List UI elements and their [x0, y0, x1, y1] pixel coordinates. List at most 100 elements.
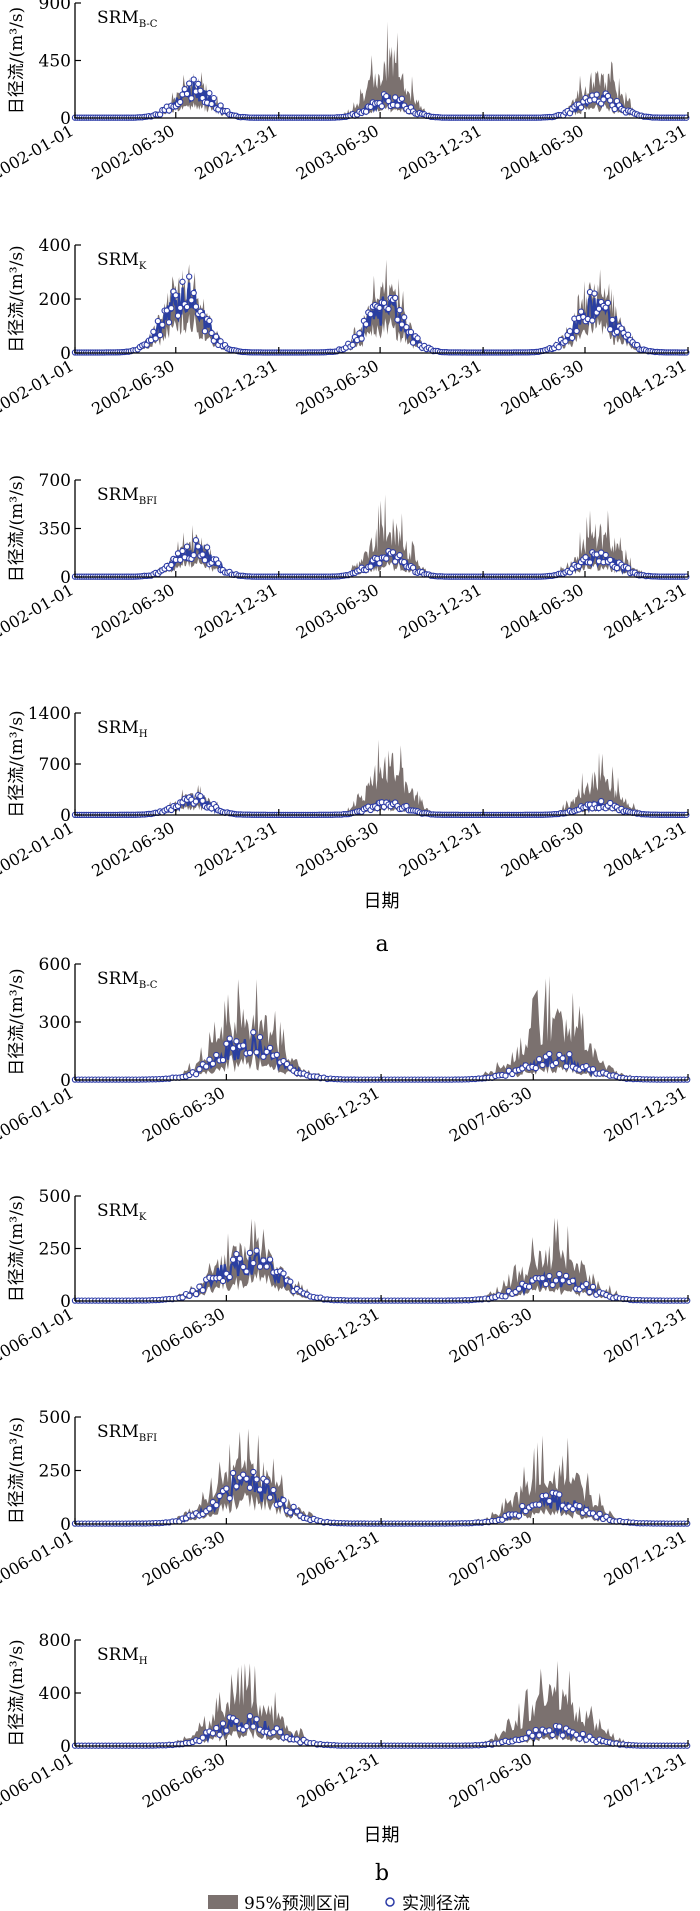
observed-flow-point — [212, 333, 220, 340]
observed-flow-point — [250, 1029, 257, 1036]
observed-flow-point — [376, 560, 383, 567]
legend-band-label: 95%预测区间 — [244, 1894, 350, 1911]
observed-flow-point — [385, 97, 392, 105]
observed-flow-point — [568, 334, 576, 342]
observed-flow-point — [233, 1717, 240, 1725]
observed-flow-point — [190, 552, 197, 559]
observed-flow-point — [154, 317, 162, 325]
observed-flow-point — [186, 80, 193, 87]
observed-flow-point — [532, 1726, 539, 1734]
observed-flow-point — [206, 90, 213, 97]
panel-label-b: b — [375, 1861, 389, 1886]
y-tick-label: 400 — [39, 1684, 71, 1704]
observed-flow-point — [392, 94, 399, 101]
observed-flow-point — [577, 308, 585, 315]
observed-flow-point — [213, 1502, 220, 1509]
observed-flow-point — [266, 1256, 274, 1263]
observed-flow-point — [165, 319, 173, 326]
observed-flow-point — [246, 1484, 254, 1491]
observed-flow-point — [611, 105, 618, 113]
panel-label-a: a — [375, 932, 388, 957]
observed-flow-point — [233, 1250, 240, 1258]
observed-flow-point — [607, 97, 614, 104]
x-axis-label: 日期 — [364, 891, 400, 912]
y-tick-label: 0 — [60, 806, 71, 826]
observed-flow-point — [595, 305, 603, 312]
model-label: SRMB-C — [97, 8, 158, 30]
observed-flow-point — [203, 1063, 210, 1070]
observed-flow-point — [243, 1268, 250, 1275]
observed-flow-point — [209, 1060, 217, 1067]
observed-flow-point — [246, 1249, 254, 1257]
observed-flow-point — [152, 335, 159, 342]
y-axis-label: 日径流/(m³/s) — [7, 7, 27, 114]
observed-flow-point — [216, 1731, 223, 1738]
observed-flow-point — [586, 1288, 593, 1296]
observed-flow-point — [586, 559, 594, 566]
observed-flow-point — [519, 1502, 526, 1510]
observed-flow-point — [529, 1732, 536, 1739]
observed-flow-point — [600, 96, 607, 103]
observed-flow-point — [195, 80, 202, 88]
observed-flow-point — [287, 1278, 294, 1285]
observed-flow-point — [168, 305, 175, 312]
observed-flow-point — [236, 1255, 243, 1262]
observed-flow-point — [596, 1510, 603, 1518]
observed-flow-point — [196, 1066, 203, 1073]
observed-flow-point — [407, 328, 415, 336]
observed-flow-point — [546, 1727, 553, 1734]
observed-flow-point — [188, 95, 195, 102]
observed-flow-point — [613, 328, 621, 336]
y-tick-label: 450 — [39, 52, 71, 72]
observed-flow-point — [562, 1272, 570, 1280]
observed-flow-point — [522, 1507, 529, 1515]
observed-flow-point — [260, 1257, 267, 1264]
prediction-band-area — [75, 739, 688, 815]
observed-flow-point — [389, 549, 397, 556]
y-tick-label: 1400 — [28, 704, 71, 724]
observed-flow-point — [566, 1051, 573, 1058]
observed-flow-point — [199, 1734, 206, 1741]
observed-flow-point — [607, 326, 614, 333]
y-tick-label: 300 — [39, 1013, 71, 1033]
observed-flow-point — [246, 1713, 254, 1720]
observed-flow-point — [226, 1273, 233, 1281]
observed-flow-point — [287, 1509, 294, 1516]
observed-flow-point — [270, 1729, 277, 1736]
observed-flow-point — [383, 93, 390, 100]
y-tick-label: 900 — [39, 0, 71, 14]
observed-flow-point — [243, 1723, 250, 1730]
observed-flow-point — [396, 307, 403, 314]
observed-flow-point — [263, 1048, 270, 1056]
observed-flow-point — [398, 95, 406, 102]
observed-flow-point — [414, 335, 421, 342]
observed-flow-point — [209, 1730, 217, 1737]
observed-flow-point — [546, 1272, 553, 1280]
observed-flow-point — [539, 1275, 546, 1282]
observed-flow-point — [499, 1516, 506, 1523]
observed-flow-point — [609, 316, 616, 324]
observed-flow-point — [525, 1283, 533, 1290]
observed-flow-point — [376, 304, 383, 312]
observed-flow-point — [177, 304, 184, 312]
observed-flow-point — [383, 555, 390, 562]
observed-flow-point — [206, 1505, 213, 1512]
model-label: SRMK — [97, 1201, 147, 1223]
observed-flow-point — [536, 1501, 543, 1508]
observed-flow-point — [253, 1049, 260, 1056]
observed-flow-point — [233, 1483, 240, 1490]
observed-flow-point — [253, 1476, 260, 1483]
observed-flow-point — [569, 1277, 576, 1284]
observed-flow-point — [216, 1492, 223, 1500]
observed-flow-point — [559, 1055, 566, 1062]
observed-flow-point — [197, 87, 204, 94]
prediction-band-area — [75, 494, 688, 577]
observed-flow-point — [392, 294, 399, 302]
observed-flow-point — [263, 1478, 270, 1485]
observed-flow-point — [256, 1263, 264, 1270]
observed-flow-point — [396, 552, 403, 559]
observed-flow-point — [213, 1051, 220, 1059]
observed-flow-point — [576, 1735, 583, 1742]
